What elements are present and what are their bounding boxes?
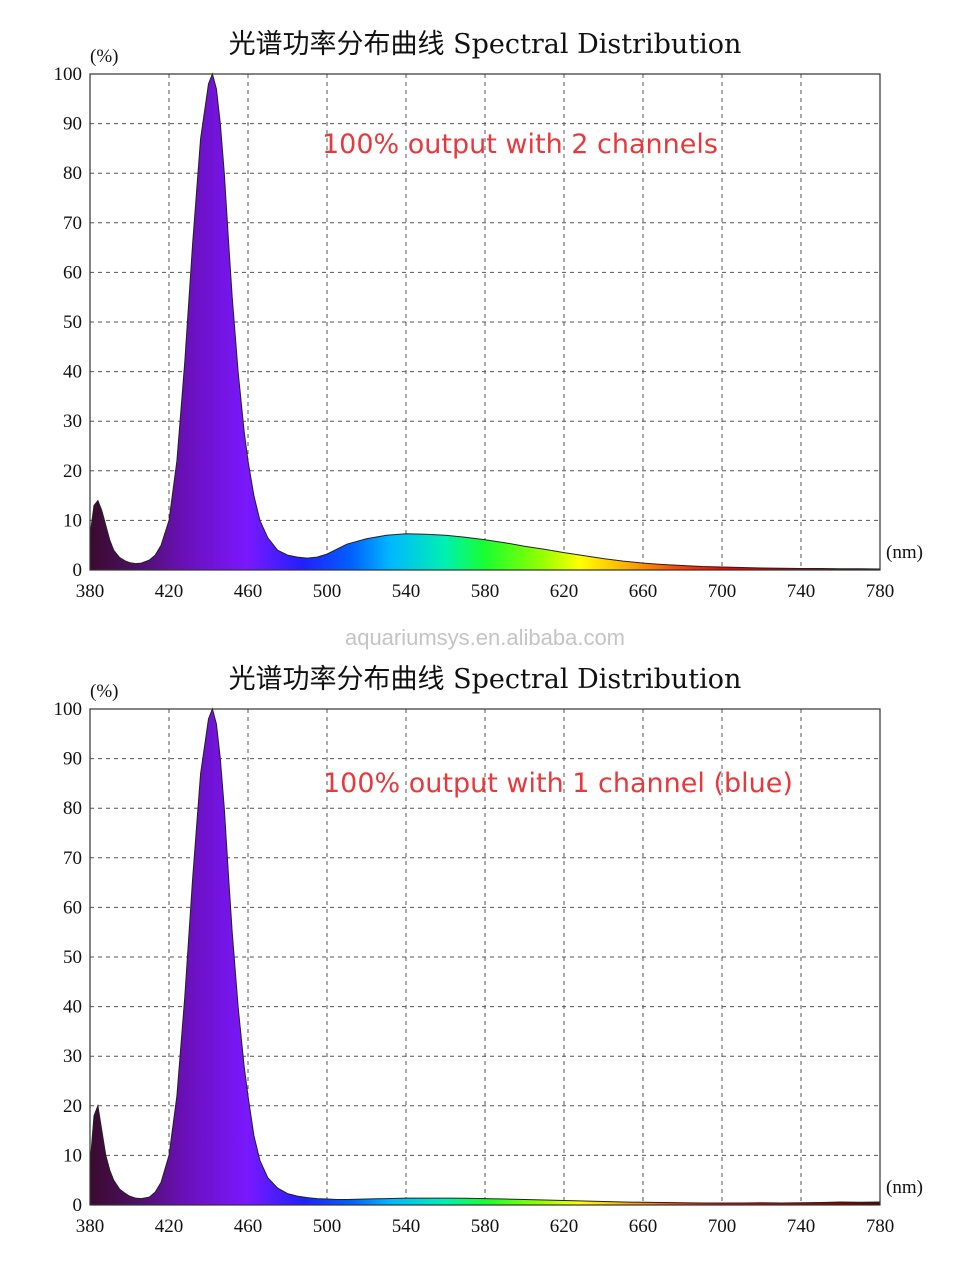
spectrum-area — [89, 72, 881, 571]
y-tick-label: 50 — [63, 947, 82, 968]
spectrum-curve — [89, 72, 881, 571]
x-tick-label: 460 — [234, 581, 263, 602]
y-tick-label: 60 — [63, 897, 82, 918]
x-tick-label: 660 — [629, 581, 658, 602]
x-tick-label: 460 — [234, 1216, 263, 1237]
x-tick-label: 500 — [313, 581, 342, 602]
x-tick-label: 740 — [787, 1216, 816, 1237]
y-tick-label: 10 — [63, 510, 82, 531]
y-tick-label: 80 — [63, 163, 82, 184]
x-tick-label: 700 — [708, 1216, 737, 1237]
x-tick-label: 700 — [708, 581, 737, 602]
plot-frame — [89, 708, 881, 1206]
y-tick-label: 50 — [63, 312, 82, 333]
y-tick-label: 60 — [63, 262, 82, 283]
y-tick-label: 40 — [63, 362, 82, 383]
x-tick-label: 780 — [866, 581, 895, 602]
y-tick-label: 90 — [63, 749, 82, 770]
x-tick-label: 620 — [550, 581, 579, 602]
y-tick-label: 100 — [54, 699, 83, 720]
y-tick-label: 30 — [63, 1046, 82, 1067]
watermark-text: aquariumsys.en.alibaba.com — [345, 625, 625, 650]
spectrum-curve — [89, 707, 881, 1206]
y-tick-label: 70 — [63, 213, 82, 234]
y-axis-ticks: 0 10 20 30 40 50 60 70 80 90 100 — [54, 699, 83, 1216]
x-tick-label: 580 — [471, 581, 500, 602]
annotation-text: 100% output with 2 channels — [322, 129, 718, 160]
y-tick-label: 0 — [73, 1195, 83, 1216]
y-axis-unit-label: (%) — [90, 46, 118, 67]
y-tick-label: 90 — [63, 114, 82, 135]
x-tick-label: 540 — [392, 581, 421, 602]
chart-title: 光谱功率分布曲线 Spectral Distribution — [229, 29, 742, 60]
y-axis-ticks: 0 10 20 30 40 50 60 70 80 90 100 — [54, 64, 83, 581]
y-tick-label: 100 — [54, 64, 83, 85]
y-tick-label: 0 — [73, 560, 83, 581]
chart-two-channels: 光谱功率分布曲线 Spectral Distribution (%) (nm) … — [54, 29, 923, 602]
y-tick-label: 80 — [63, 798, 82, 819]
x-tick-label: 740 — [787, 581, 816, 602]
x-tick-label: 580 — [471, 1216, 500, 1237]
x-tick-label: 620 — [550, 1216, 579, 1237]
chart-one-channel-blue: 光谱功率分布曲线 Spectral Distribution (%) (nm) … — [54, 664, 923, 1237]
x-tick-label: 780 — [866, 1216, 895, 1237]
plot-frame — [89, 73, 881, 571]
y-tick-label: 10 — [63, 1145, 82, 1166]
y-tick-label: 20 — [63, 1096, 82, 1117]
y-axis-unit-label: (%) — [90, 681, 118, 702]
y-tick-label: 70 — [63, 848, 82, 869]
y-tick-label: 20 — [63, 461, 82, 482]
x-tick-label: 660 — [629, 1216, 658, 1237]
x-tick-label: 380 — [76, 1216, 105, 1237]
y-tick-label: 40 — [63, 997, 82, 1018]
x-axis-unit-label: (nm) — [886, 542, 923, 563]
y-tick-label: 30 — [63, 411, 82, 432]
x-axis-unit-label: (nm) — [886, 1177, 923, 1198]
annotation-text: 100% output with 1 channel (blue) — [323, 768, 793, 799]
spectrum-area — [89, 707, 881, 1206]
x-tick-label: 500 — [313, 1216, 342, 1237]
chart-title: 光谱功率分布曲线 Spectral Distribution — [229, 664, 742, 695]
x-tick-label: 420 — [155, 1216, 184, 1237]
x-axis-ticks: 380 420 460 500 540 580 620 660 700 740 780 — [76, 1216, 895, 1237]
x-tick-label: 420 — [155, 581, 184, 602]
x-tick-label: 540 — [392, 1216, 421, 1237]
x-axis-ticks: 380 420 460 500 540 580 620 660 700 740 780 — [76, 581, 895, 602]
x-tick-label: 380 — [76, 581, 105, 602]
